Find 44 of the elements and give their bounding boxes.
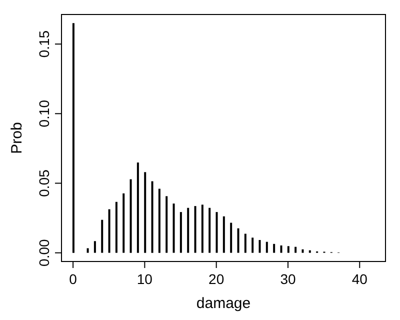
- bar: [108, 209, 110, 253]
- bar: [122, 193, 125, 253]
- bar: [252, 238, 254, 253]
- x-tick-label: 0: [69, 271, 78, 287]
- bar: [115, 202, 118, 253]
- bar: [216, 212, 218, 253]
- bar: [130, 179, 132, 253]
- bar: [72, 23, 74, 253]
- bar: [308, 250, 311, 253]
- y-tick-label: 0.05: [36, 169, 52, 197]
- bar: [166, 196, 168, 253]
- bar: [208, 208, 211, 253]
- bar: [294, 246, 297, 253]
- bar: [172, 204, 175, 253]
- x-axis-title: damage: [196, 295, 251, 312]
- y-axis-title: Prob: [8, 122, 26, 154]
- bar: [94, 241, 96, 253]
- bar: [302, 249, 304, 253]
- x-tick-label: 30: [280, 271, 296, 287]
- x-tick-label: 40: [352, 271, 368, 287]
- bar: [194, 206, 196, 253]
- bar: [101, 220, 104, 253]
- bar: [237, 228, 240, 253]
- y-tick-label: 0.10: [36, 100, 52, 128]
- bar: [201, 204, 204, 253]
- bar: [158, 188, 160, 253]
- y-tick-label: 0.15: [36, 30, 52, 58]
- bar: [86, 248, 89, 253]
- bar: [273, 244, 276, 253]
- bar: [222, 216, 225, 253]
- bar: [287, 246, 290, 253]
- bar: [144, 172, 146, 253]
- x-tick-label: 20: [208, 271, 224, 287]
- bar: [180, 212, 182, 253]
- bar: [266, 242, 268, 253]
- bar: [258, 240, 261, 253]
- bar: [230, 222, 232, 253]
- bar: [136, 162, 139, 253]
- x-tick-label: 10: [136, 271, 153, 287]
- y-tick-label: 0.00: [36, 238, 52, 266]
- bar: [244, 234, 246, 253]
- bar: [280, 245, 282, 253]
- bar: [187, 208, 190, 253]
- bar: [151, 181, 154, 253]
